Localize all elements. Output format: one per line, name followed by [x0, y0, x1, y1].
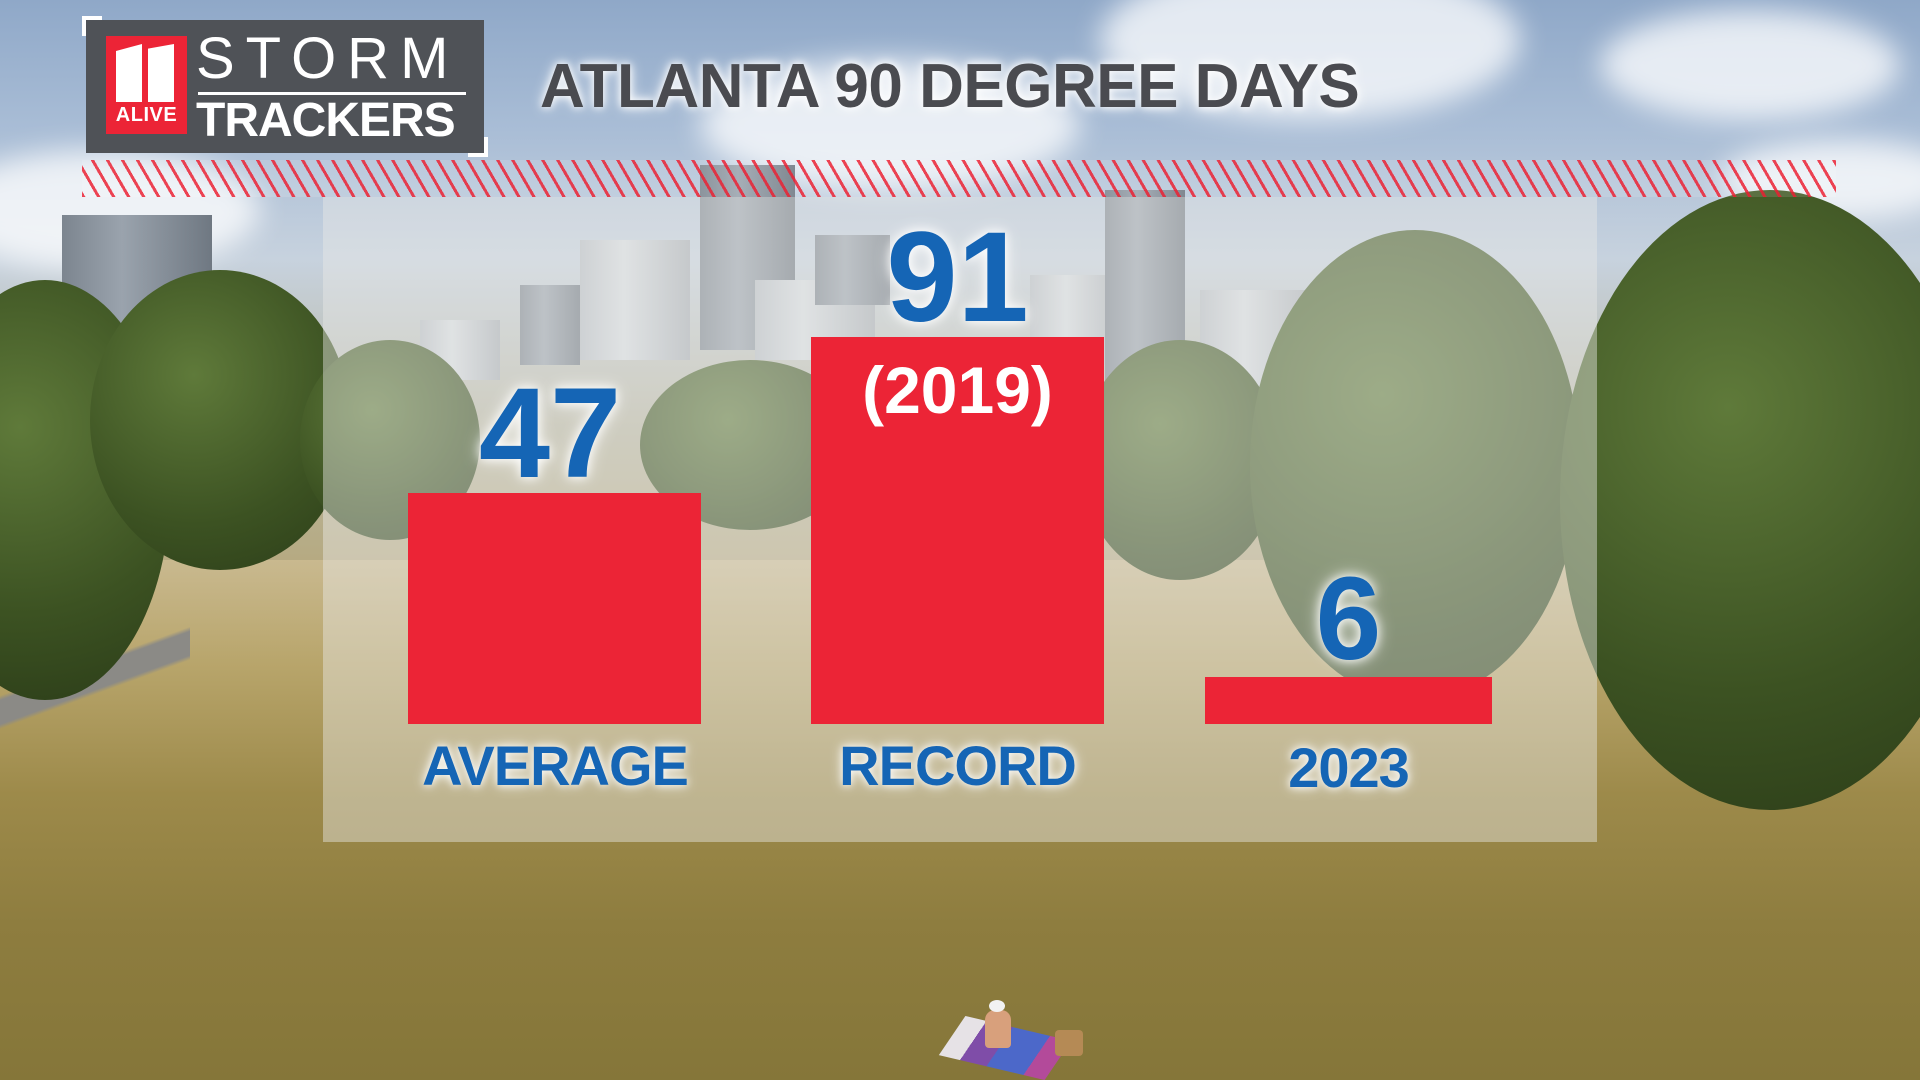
11alive-logo-icon: ALIVE — [106, 36, 187, 134]
bar-record — [811, 337, 1104, 724]
bar-average — [408, 493, 701, 724]
bar-value-2023: 6 — [1315, 553, 1382, 685]
bar-value-average: 47 — [478, 362, 622, 505]
logo-corner-bracket — [468, 137, 488, 157]
bar-value-record: 91 — [886, 206, 1029, 349]
bar-label-2023: 2023 — [1288, 736, 1410, 799]
logo-mark-text: ALIVE — [115, 104, 178, 126]
storm-trackers-logo: ALIVE STORM TRACKERS — [82, 16, 488, 157]
bar-annotation-record-year: (2019) — [862, 353, 1053, 427]
bar-label-record: RECORD — [839, 734, 1077, 797]
bar-2023 — [1205, 677, 1492, 724]
logo-trackers-text: TRACKERS — [196, 94, 456, 147]
picnic-person — [938, 1000, 1115, 1080]
hatched-divider — [82, 160, 1836, 197]
bar-label-average: AVERAGE — [422, 734, 689, 797]
logo-corner-bracket — [82, 16, 102, 36]
logo-storm-text: STORM — [196, 26, 460, 91]
logo-divider — [198, 92, 466, 95]
chart-title: ATLANTA 90 DEGREE DAYS — [540, 52, 1360, 121]
